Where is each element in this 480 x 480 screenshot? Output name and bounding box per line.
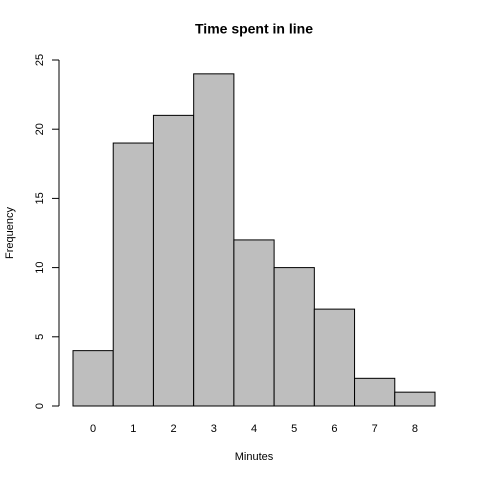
bar <box>72 350 114 407</box>
y-tick-label: 10 <box>34 261 46 273</box>
x-tick-label: 7 <box>372 423 378 435</box>
y-tick-label: 5 <box>34 334 46 340</box>
bar <box>313 308 356 407</box>
x-tick-label: 8 <box>412 423 418 435</box>
bar <box>193 73 235 407</box>
x-tick-label: 0 <box>90 423 96 435</box>
y-tick-label: 25 <box>34 54 46 66</box>
bar <box>233 239 275 407</box>
x-tick-label: 6 <box>331 423 337 435</box>
x-axis-label: Minutes <box>235 451 274 463</box>
y-tick-label: 15 <box>34 192 46 204</box>
bar <box>152 114 195 407</box>
x-tick-label: 1 <box>130 423 136 435</box>
bar <box>354 377 396 407</box>
y-tick-label: 20 <box>34 123 46 135</box>
x-tick-label: 4 <box>251 423 257 435</box>
y-tick-label: 0 <box>34 403 46 409</box>
x-tick-label: 5 <box>291 423 297 435</box>
x-tick-label: 3 <box>211 423 217 435</box>
x-tick-label: 2 <box>170 423 176 435</box>
bar <box>273 267 315 407</box>
chart-title: Time spent in line <box>195 21 313 37</box>
bar <box>394 391 436 407</box>
y-axis-label: Frequency <box>4 207 16 259</box>
bar <box>112 142 154 407</box>
